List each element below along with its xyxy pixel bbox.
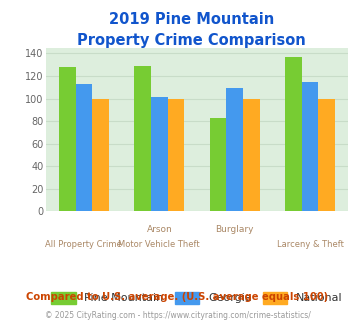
Bar: [226, 88, 243, 211]
Bar: [59, 67, 76, 211]
Bar: [302, 82, 318, 211]
Legend: Pine Mountain, Georgia, National: Pine Mountain, Georgia, National: [51, 291, 343, 304]
Bar: [318, 99, 335, 211]
Text: All Property Crime: All Property Crime: [45, 240, 122, 249]
Bar: [151, 97, 168, 211]
Bar: [285, 57, 302, 211]
Text: Motor Vehicle Theft: Motor Vehicle Theft: [119, 240, 200, 249]
Text: Compared to U.S. average. (U.S. average equals 100): Compared to U.S. average. (U.S. average …: [26, 292, 329, 302]
Bar: [135, 66, 151, 211]
Text: Larceny & Theft: Larceny & Theft: [277, 240, 344, 249]
Bar: [76, 84, 92, 211]
Bar: [210, 118, 226, 211]
Bar: [92, 99, 109, 211]
Text: Burglary: Burglary: [215, 225, 254, 234]
Bar: [168, 99, 184, 211]
Text: 2019 Pine Mountain: 2019 Pine Mountain: [109, 12, 274, 26]
Text: © 2025 CityRating.com - https://www.cityrating.com/crime-statistics/: © 2025 CityRating.com - https://www.city…: [45, 311, 310, 320]
Text: Arson: Arson: [146, 225, 172, 234]
Text: Property Crime Comparison: Property Crime Comparison: [77, 33, 306, 48]
Bar: [243, 99, 260, 211]
